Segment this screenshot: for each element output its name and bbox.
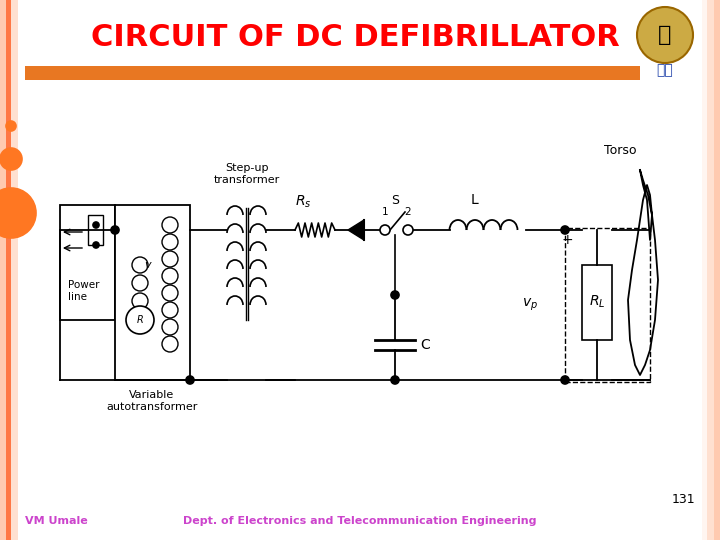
Text: v: v [145, 260, 151, 270]
Text: 〉〈: 〉〈 [657, 63, 673, 77]
Circle shape [0, 188, 36, 238]
Text: +: + [561, 233, 573, 247]
Text: L: L [471, 193, 479, 207]
Circle shape [162, 217, 178, 233]
Bar [707, 0, 714, 540]
Circle shape [93, 242, 99, 248]
Circle shape [132, 257, 148, 273]
Circle shape [126, 306, 154, 334]
Circle shape [186, 376, 194, 384]
Circle shape [6, 121, 16, 131]
Bar [714, 0, 720, 540]
Text: Dept. of Electronics and Telecommunication Engineering: Dept. of Electronics and Telecommunicati… [184, 516, 536, 526]
Circle shape [111, 226, 119, 234]
Circle shape [132, 293, 148, 309]
Bar [11, 0, 18, 540]
Bar [60, 205, 115, 320]
Text: $R_L$: $R_L$ [589, 294, 606, 310]
Bar [115, 205, 190, 380]
Text: CIRCUIT OF DC DEFIBRILLATOR: CIRCUIT OF DC DEFIBRILLATOR [91, 24, 619, 52]
Text: Power
line: Power line [68, 280, 99, 302]
Polygon shape [348, 220, 364, 240]
Bar [565, 228, 650, 382]
Circle shape [93, 222, 99, 228]
Text: 🏛: 🏛 [658, 25, 672, 45]
Bar [88, 215, 103, 245]
Circle shape [637, 7, 693, 63]
Circle shape [380, 225, 390, 235]
Circle shape [162, 251, 178, 267]
Text: 2: 2 [405, 207, 411, 217]
Bar [25, 66, 640, 80]
Circle shape [0, 148, 22, 170]
Text: 131: 131 [671, 493, 695, 506]
Bar [0, 0, 6, 540]
Circle shape [561, 376, 569, 384]
Circle shape [132, 275, 148, 291]
Circle shape [391, 291, 399, 299]
Circle shape [162, 319, 178, 335]
Text: Variable
autotransformer: Variable autotransformer [107, 390, 198, 411]
Text: Step-up
transformer: Step-up transformer [214, 164, 280, 185]
Circle shape [561, 226, 569, 234]
Bar [582, 265, 612, 340]
Circle shape [162, 268, 178, 284]
Text: S: S [391, 194, 399, 207]
Circle shape [162, 336, 178, 352]
Text: 1: 1 [382, 207, 388, 217]
Circle shape [162, 285, 178, 301]
Text: C: C [420, 338, 430, 352]
Bar [6, 0, 11, 540]
Circle shape [391, 376, 399, 384]
Text: Torso: Torso [604, 144, 636, 157]
Text: $v_p$: $v_p$ [522, 297, 538, 313]
Text: $R_s$: $R_s$ [294, 194, 311, 210]
Text: VM Umale: VM Umale [25, 516, 88, 526]
Circle shape [162, 302, 178, 318]
Circle shape [162, 234, 178, 250]
Circle shape [403, 225, 413, 235]
Text: R: R [137, 315, 143, 325]
